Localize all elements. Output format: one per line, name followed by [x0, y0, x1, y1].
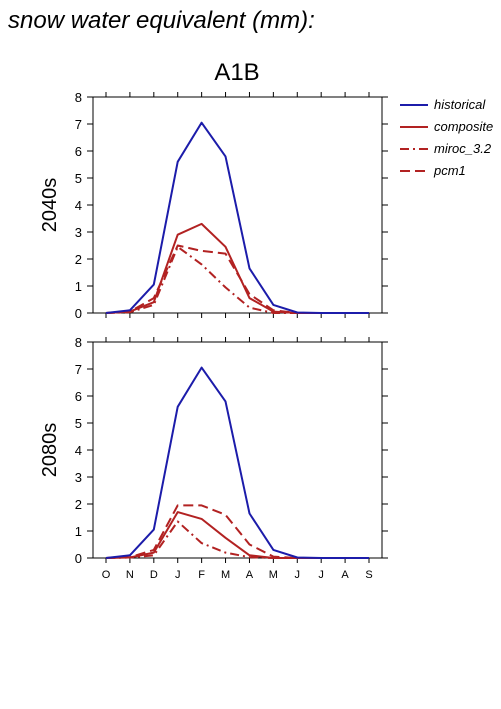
- legend-item-historical: historical: [400, 97, 486, 112]
- y-tick-label: 4: [75, 443, 82, 458]
- x-tick-label: N: [126, 569, 134, 581]
- plot-frame: [92, 96, 383, 314]
- x-tick-label: M: [221, 569, 230, 581]
- series-line-pcm1: [105, 244, 369, 314]
- legend: historical composite miroc_3.2 pcm1: [400, 97, 493, 178]
- x-tick-label: F: [198, 569, 205, 581]
- y-tick-label: 6: [75, 389, 82, 404]
- x-tick-label: D: [150, 569, 158, 581]
- plot-frame: [92, 341, 383, 559]
- y-tick-label: 0: [75, 551, 82, 566]
- y-tick-label: 0: [75, 306, 82, 321]
- y-tick-label: 2: [75, 252, 82, 267]
- legend-label: historical: [434, 97, 486, 112]
- x-tick-label: O: [102, 569, 111, 581]
- panel-label: 2040s: [39, 178, 61, 233]
- y-tick-label: 3: [75, 225, 82, 240]
- panel-label: 2080s: [39, 423, 61, 478]
- y-tick-label: 5: [75, 171, 82, 186]
- series-line-pcm1: [105, 504, 369, 559]
- panel-2040s: 0 1 2 3 4 5 6 7 8 2040s: [39, 90, 388, 321]
- legend-label: composite: [434, 119, 493, 134]
- y-tick-label: 1: [75, 524, 82, 539]
- y-tick-label: 7: [75, 362, 82, 377]
- series-line-historical: [105, 366, 369, 559]
- series-line-miroc_3.2: [105, 245, 369, 314]
- y-tick-label: 8: [75, 335, 82, 350]
- y-tick-label: 8: [75, 90, 82, 105]
- series-line-composite: [105, 222, 369, 314]
- y-tick-label: 5: [75, 416, 82, 431]
- y-tick-label: 4: [75, 198, 82, 213]
- x-tick-label: A: [246, 569, 254, 581]
- y-tick-label: 7: [75, 117, 82, 132]
- y-tick-label: 1: [75, 279, 82, 294]
- x-tick-label: J: [318, 569, 324, 581]
- x-tick-label: M: [269, 569, 278, 581]
- x-tick-label: J: [295, 569, 301, 581]
- panel-2080s: 0 1 2 3 4 5 6 7 8 O N D J F M A M J J A S 2080s: [39, 335, 388, 581]
- x-tick-label: A: [341, 569, 349, 581]
- series-line-composite: [105, 511, 369, 559]
- x-tick-label: J: [175, 569, 181, 581]
- y-tick-label: 3: [75, 470, 82, 485]
- scenario-label: A1B: [214, 59, 259, 86]
- y-tick-label: 2: [75, 497, 82, 512]
- x-tick-label: S: [365, 569, 372, 581]
- legend-item-pcm1: pcm1: [400, 163, 466, 178]
- legend-label: miroc_3.2: [434, 141, 492, 156]
- y-tick-label: 6: [75, 144, 82, 159]
- legend-item-composite: composite: [400, 119, 493, 134]
- legend-item-miroc_3.2: miroc_3.2: [400, 141, 492, 156]
- legend-label: pcm1: [433, 163, 466, 178]
- series-line-historical: [105, 121, 369, 314]
- figure-title: snow water equivalent (mm):: [8, 7, 315, 34]
- chart-panels: 0 1 2 3 4 5 6 7 8 2040s 0 1 2 3 4 5 6 7 8 O N D J F M A M J J A S 2080s: [39, 90, 388, 581]
